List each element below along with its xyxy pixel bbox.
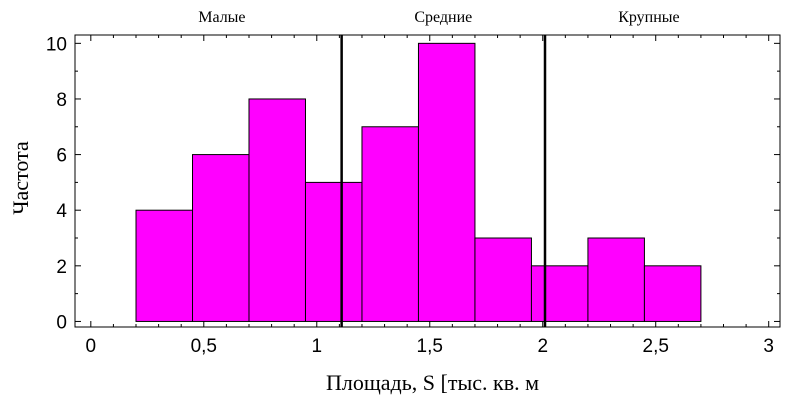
bars — [135, 42, 702, 322]
y-tick-label: 8 — [56, 90, 67, 111]
region-label: Средние — [414, 9, 472, 26]
histogram-bar — [643, 265, 702, 322]
histogram-bar — [474, 237, 532, 322]
x-tick-label: 0,5 — [191, 336, 217, 357]
y-tick-label: 0 — [56, 312, 67, 333]
x-tick-label: 1,5 — [417, 336, 443, 357]
y-tick-label: 6 — [56, 146, 67, 167]
plot-frame — [74, 34, 781, 328]
y-tick-label: 10 — [46, 34, 67, 55]
x-axis-title: Площадь, S [тыс. кв. м — [326, 370, 539, 395]
histogram-bar — [192, 154, 250, 322]
x-tick-label: 3 — [763, 336, 774, 357]
histogram-bar — [135, 209, 193, 322]
histogram-bar — [587, 237, 645, 322]
histogram-bar — [530, 265, 589, 322]
histogram-bar — [248, 98, 306, 322]
x-tick-label: 2 — [537, 336, 548, 357]
histogram-bar — [304, 181, 363, 322]
y-axis-title: Частота — [8, 141, 33, 215]
y-axis-ticks: 0 2 4 6 8 10 — [46, 34, 780, 333]
region-label: Малые — [198, 9, 245, 26]
y-tick-label: 2 — [56, 257, 67, 278]
histogram-bar — [417, 42, 476, 322]
region-labels: Малые Средние Крупные — [198, 9, 679, 26]
x-tick-label: 1 — [311, 336, 322, 357]
x-tick-label: 0 — [86, 336, 97, 357]
region-label: Крупные — [618, 9, 679, 26]
y-tick-label: 4 — [56, 201, 67, 222]
histogram-bar — [361, 126, 419, 322]
x-tick-label: 2,5 — [643, 336, 669, 357]
x-axis-ticks: 0 0,5 1 1,5 2 2,5 3 — [86, 35, 774, 357]
category-divider-lines — [340, 35, 547, 327]
